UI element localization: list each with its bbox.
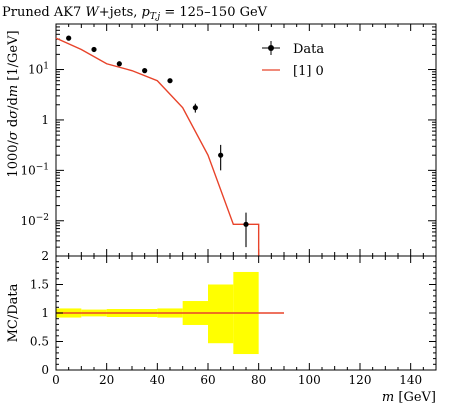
- x-tick-label: 140: [399, 373, 422, 387]
- data-point: [167, 78, 173, 84]
- data-point: [192, 105, 198, 111]
- ratio-y-tick-label: 2: [41, 249, 49, 263]
- data-point: [218, 152, 224, 158]
- x-tick-label: 40: [150, 373, 165, 387]
- x-tick-label: 100: [298, 373, 321, 387]
- main-y-tick-label: 10−2: [20, 213, 49, 228]
- x-tick-label: 20: [99, 373, 114, 387]
- main-y-axis-label: 1000/σ dσ/dm [1/GeV]: [6, 30, 21, 177]
- data-point: [142, 68, 148, 74]
- data-point: [243, 221, 249, 227]
- mc-step-line: [55, 37, 260, 256]
- legend-data-marker: [268, 45, 274, 51]
- main-y-tick-label: 10−1: [20, 162, 49, 177]
- ratio-y-tick-labels: 0 0.5 1 1.5 2: [30, 249, 49, 377]
- ratio-panel: 0 0.5 1 1.5 2 0 20 40 60 80 100 120 140: [30, 249, 437, 387]
- x-tick-label: 120: [349, 373, 372, 387]
- main-y-tick-label: 1: [41, 113, 49, 127]
- x-axis-label: m [GeV]: [382, 390, 436, 405]
- ratio-band: [208, 284, 234, 344]
- ratio-y-axis-label: MC/Data: [6, 283, 21, 342]
- chart-title: Pruned AK7 W+jets, pT,j = 125–150 GeV: [2, 5, 268, 22]
- legend-data-label: Data: [293, 42, 324, 57]
- ratio-x-tick-labels: 0 20 40 60 80 100 120 140: [52, 373, 422, 387]
- x-tick-label: 0: [52, 373, 60, 387]
- ratio-ticks: [55, 255, 437, 371]
- main-panel: 10−2 10−1 1 101 Data [1] 0: [20, 23, 437, 257]
- x-tick-label: 60: [200, 373, 215, 387]
- main-y-tick-label: 101: [28, 62, 49, 77]
- x-tick-label: 80: [251, 373, 266, 387]
- ratio-y-tick-label: 1: [41, 306, 49, 320]
- legend-mc-label: [1] 0: [293, 64, 324, 79]
- mc-histogram: [55, 37, 260, 256]
- main-y-tick-labels: 10−2 10−1 1 101: [20, 62, 49, 228]
- legend: Data [1] 0: [262, 41, 324, 79]
- data-point: [66, 35, 72, 41]
- ratio-y-tick-label: 0.5: [30, 335, 49, 349]
- data-point: [91, 46, 97, 53]
- main-ticks: [55, 23, 437, 257]
- data-point: [116, 61, 122, 67]
- data-points: [66, 35, 249, 248]
- ratio-y-tick-label: 1.5: [30, 278, 49, 292]
- ratio-y-tick-label: 0: [41, 363, 49, 377]
